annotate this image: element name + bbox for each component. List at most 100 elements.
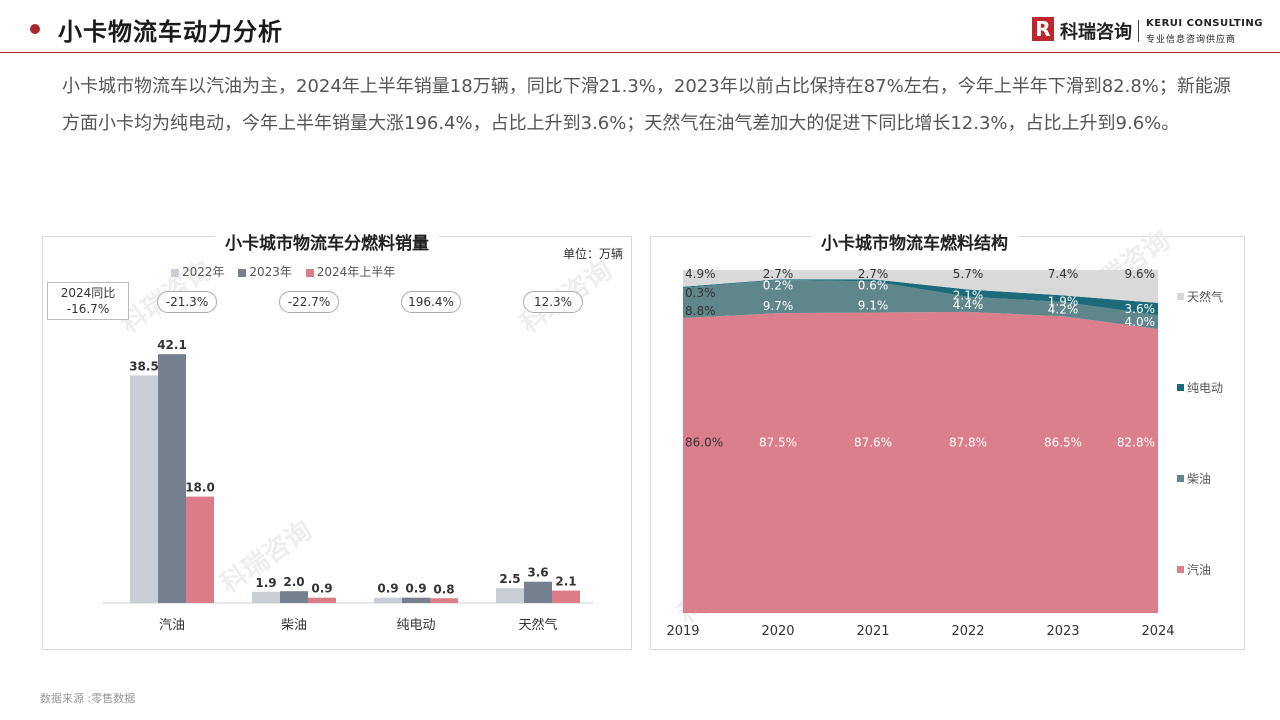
bar [430,598,458,603]
bar-chart: 38.5 42.1 18.0 汽油 1.9 2.0 0.9 柴油 0.9 0.9 0.8 纯电动 2.5… [103,338,593,633]
logo-icon: R [1032,17,1054,41]
page-title: 小卡物流车动力分析 [58,18,283,46]
bar [524,581,552,603]
logo-tagline: 专业信息咨询供应商 [1146,35,1237,45]
logo-english: KERUI CONSULTING [1146,18,1263,29]
bar-value-label: 0.9 [405,582,426,596]
area-chart: 86.0% 87.5% 87.6% 87.8% 86.5% 82.8% 8.8% 9.7% 9.… [666,267,1223,639]
bar [186,496,214,603]
area-chart-title: 小卡城市物流车燃料结构 [811,229,1018,254]
legend-swatch [238,268,247,277]
bar-value-label: 2.5 [499,572,520,586]
x-tick-label: 汽油 [159,618,185,633]
area-data-label: 0.6% [858,278,889,292]
area-data-label: 2.7% [763,267,794,281]
bar [552,590,580,603]
bar [308,597,336,603]
x-tick-label: 柴油 [281,618,307,633]
bar [496,588,524,603]
area-data-label: 0.3% [685,286,716,300]
legend-2024h1: 2024年上半年 [316,265,396,279]
area-chart-panel: 科瑞咨询 科瑞咨询 小卡城市物流车燃料结构 86.0%87.5%87.6%87.… [650,225,1245,650]
x-tick-label: 纯电动 [396,618,435,633]
area-data-label: 5.7% [953,267,984,281]
bar [374,597,402,603]
x-tick-label: 天然气 [518,617,557,633]
legend-swatch [305,268,314,277]
bar-chart-panel: 科瑞咨询 科瑞咨询 科瑞咨询 小卡城市物流车分燃料销量 单位：万辆 2022年 … [42,229,632,650]
area-series-2 [683,279,1158,316]
area-data-label: 4.9% [685,267,716,281]
x-tick-label: 2022 [951,624,984,639]
data-source: 数据来源 :零售数据 [40,692,136,705]
bar-chart-unit: 单位：万辆 [563,247,624,261]
bar [158,354,186,603]
area-data-label: 86.5% [1044,436,1082,450]
bar-value-label: 0.8 [433,582,454,596]
header-bar: 小卡物流车动力分析 R 科瑞咨询 KERUI CONSULTING 专业信息咨询… [0,0,1280,58]
bar-value-label: 2.0 [283,575,304,589]
bar-value-label: 0.9 [377,582,398,596]
area-data-label: 0.2% [763,278,794,292]
area-data-label: 87.5% [759,436,797,450]
area-data-label: 4.2% [1048,302,1079,316]
bar [280,591,308,603]
bar [402,597,430,603]
area-data-label: 1.9% [1048,294,1079,308]
title-bullet-icon [30,24,40,34]
yoy-pill-gasoline: -21.3% [157,291,217,313]
x-tick-label: 2019 [666,624,699,639]
yoy-total-label: 2024同比 [60,286,116,300]
area-data-label: 9.1% [858,299,889,313]
logo-name: 科瑞咨询 [1060,22,1132,43]
bar-value-label: 18.0 [185,481,215,495]
area-data-label: 7.4% [1048,267,1079,281]
legend-2023: 2023年 [249,265,292,279]
area-data-label: 4.0% [1125,315,1156,329]
legend-swatch [171,268,179,277]
area-data-label: 8.8% [685,304,716,318]
bar-value-label: 3.6 [527,566,548,580]
legend-swatch [1177,293,1184,300]
legend-2022: 2022年 [182,265,225,279]
summary-text: 小卡城市物流车以汽油为主，2024年上半年销量18万辆，同比下滑21.3%，20… [62,76,1231,134]
legend-swatch [1177,384,1184,391]
legend-label: 天然气 [1187,289,1223,304]
logo-divider [1138,20,1139,42]
bar-value-label: 1.9 [255,576,276,590]
yoy-total-value: -16.7% [66,302,110,316]
legend-label: 纯电动 [1187,381,1223,395]
bar-chart-title: 小卡城市物流车分燃料销量 [215,229,439,254]
legend-label: 柴油 [1187,472,1211,486]
area-data-label: 2.7% [858,267,889,281]
x-tick-label: 2020 [761,624,794,639]
bar-value-label: 0.9 [311,582,332,596]
bar-value-label: 2.1 [555,575,576,589]
x-tick-label: 2023 [1046,624,1079,639]
bar [252,591,280,603]
yoy-pill-bev: 196.4% [401,291,461,313]
area-data-label: 87.6% [854,436,892,450]
area-series-0 [683,311,1158,613]
x-tick-label: 2021 [856,624,889,639]
area-data-label: 86.0% [685,436,723,450]
area-data-label: 4.4% [953,298,984,312]
title-divider [0,52,1280,53]
bar-value-label: 42.1 [157,338,187,352]
bar-chart-legend: 2022年 2023年 2024年上半年 [171,263,405,280]
area-data-label: 3.6% [1125,302,1156,316]
legend-swatch [1177,566,1184,573]
area-data-label: 87.8% [949,436,987,450]
legend-label: 汽油 [1187,562,1211,577]
area-series-3 [683,270,1158,303]
yoy-total-box: 2024同比 -16.7% [47,282,129,320]
area-series-1 [683,279,1158,329]
area-data-label: 82.8% [1117,436,1155,450]
yoy-pill-cng: 12.3% [523,291,583,313]
area-data-label: 2.1% [953,289,984,303]
yoy-pill-diesel: -22.7% [279,291,339,313]
bar [130,375,158,603]
area-data-label: 9.6% [1125,267,1156,281]
area-data-label: 9.7% [763,299,794,313]
bar-value-label: 38.5 [129,359,159,373]
